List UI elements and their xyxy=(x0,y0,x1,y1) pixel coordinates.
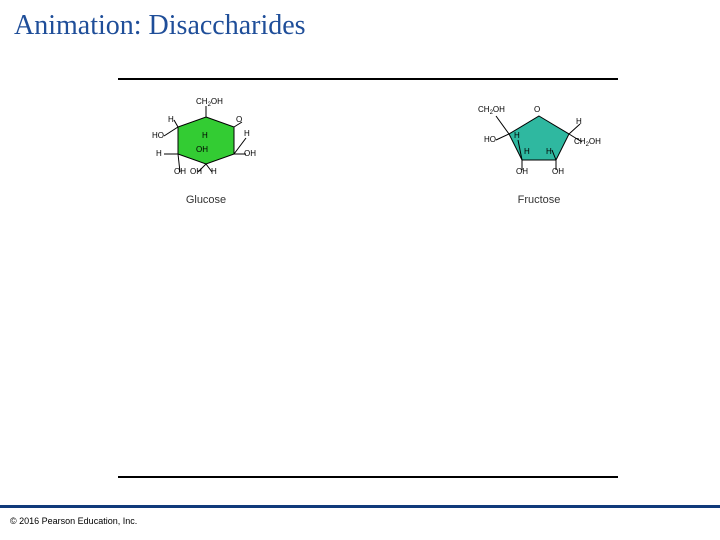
svg-text:HO: HO xyxy=(152,131,164,140)
glucose-labels: CH2OH O H OH H OH OH H HO H H OH xyxy=(152,97,256,176)
svg-text:O: O xyxy=(236,115,242,124)
svg-text:O: O xyxy=(534,105,540,114)
figure-rule-bottom xyxy=(118,476,618,478)
glucose-ring xyxy=(178,117,234,164)
molecule-fructose: O CH2OH HO H OH H H OH H CH2OH Fructose xyxy=(474,92,604,206)
figure-rule-top xyxy=(118,78,618,80)
svg-text:OH: OH xyxy=(174,167,186,176)
copyright-text: © 2016 Pearson Education, Inc. xyxy=(10,516,137,526)
page-title: Animation: Disaccharides xyxy=(0,0,720,42)
svg-text:CH2OH: CH2OH xyxy=(478,105,505,116)
svg-text:H: H xyxy=(546,147,552,156)
svg-text:H: H xyxy=(244,129,250,138)
svg-text:OH: OH xyxy=(190,167,202,176)
fructose-name: Fructose xyxy=(474,194,604,206)
figure-panel: CH2OH O H OH H OH OH H HO H H OH Glucose xyxy=(118,86,618,216)
svg-text:H: H xyxy=(211,167,217,176)
molecule-glucose: CH2OH O H OH H OH OH H HO H H OH Glucose xyxy=(146,92,266,206)
svg-text:OH: OH xyxy=(196,145,208,154)
svg-text:OH: OH xyxy=(516,167,528,176)
glucose-name: Glucose xyxy=(146,194,266,206)
figure-frame: CH2OH O H OH H OH OH H HO H H OH Glucose xyxy=(118,78,618,478)
svg-text:H: H xyxy=(168,115,174,124)
svg-text:HO: HO xyxy=(484,135,496,144)
svg-text:H: H xyxy=(576,117,582,126)
svg-text:OH: OH xyxy=(244,149,256,158)
svg-text:H: H xyxy=(202,131,208,140)
svg-text:H: H xyxy=(514,131,520,140)
svg-text:H: H xyxy=(156,149,162,158)
slide: Animation: Disaccharides xyxy=(0,0,720,540)
svg-text:CH2OH: CH2OH xyxy=(196,97,223,108)
fructose-structure: O CH2OH HO H OH H H OH H CH2OH xyxy=(474,92,604,187)
footer-rule xyxy=(0,505,720,508)
svg-text:CH2OH: CH2OH xyxy=(574,137,601,148)
glucose-structure: CH2OH O H OH H OH OH H HO H H OH xyxy=(146,92,266,187)
svg-text:OH: OH xyxy=(552,167,564,176)
svg-text:H: H xyxy=(524,147,530,156)
